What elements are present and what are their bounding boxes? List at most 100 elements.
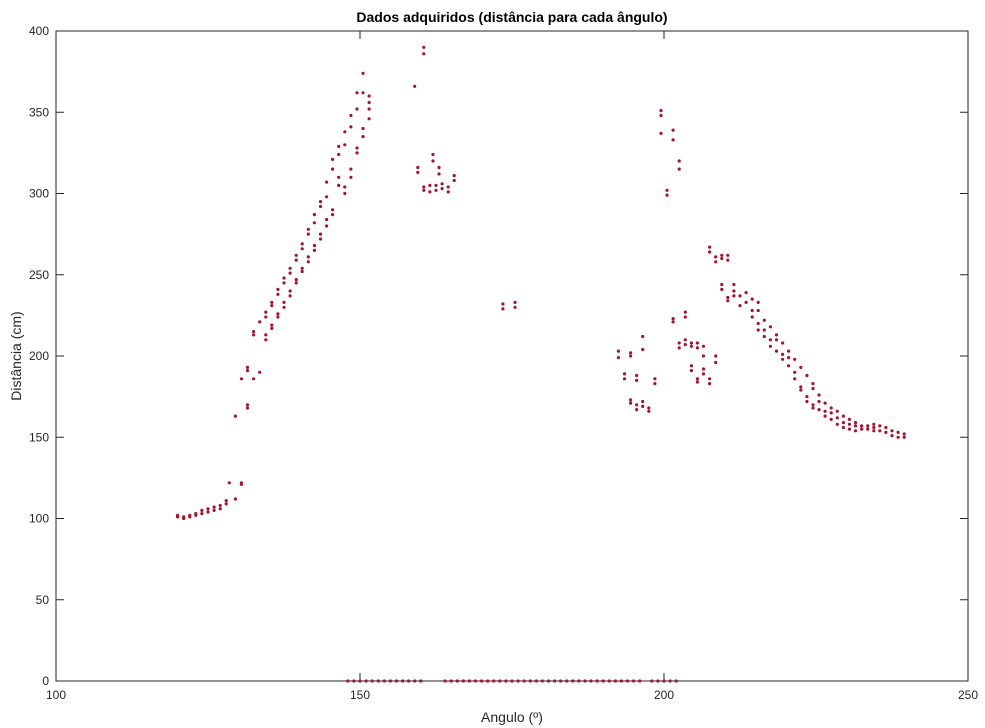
data-point	[683, 338, 687, 342]
data-point	[343, 143, 347, 147]
data-point	[872, 429, 876, 433]
data-point	[318, 237, 323, 241]
data-point	[671, 128, 675, 132]
data-point	[635, 403, 639, 407]
data-point	[619, 679, 624, 683]
data-point	[200, 511, 204, 516]
y-tick-label: 50	[36, 593, 50, 607]
data-point	[847, 427, 852, 431]
data-point	[504, 679, 508, 683]
data-point	[355, 107, 359, 111]
data-point	[331, 167, 335, 171]
data-point	[650, 679, 654, 683]
data-point	[452, 174, 456, 178]
data-point	[708, 382, 712, 386]
data-point	[805, 395, 809, 399]
data-point	[288, 289, 292, 293]
data-point	[522, 679, 526, 683]
axis-ticks	[55, 30, 969, 682]
data-point	[276, 292, 280, 296]
data-point	[294, 278, 298, 282]
data-point	[647, 406, 651, 410]
x-tick-label: 100	[46, 688, 66, 702]
data-point	[701, 372, 706, 376]
data-point	[811, 406, 815, 410]
data-point	[282, 300, 286, 304]
data-point	[671, 138, 675, 142]
data-point	[799, 385, 803, 389]
data-point	[413, 84, 417, 88]
data-point	[787, 349, 791, 353]
data-point	[762, 328, 766, 332]
data-point	[756, 321, 760, 326]
data-point	[206, 510, 210, 514]
data-point	[318, 200, 323, 204]
data-point	[902, 432, 906, 436]
data-point	[589, 679, 593, 683]
data-point	[294, 281, 298, 285]
data-point	[732, 282, 736, 287]
data-point	[349, 125, 353, 129]
data-point	[720, 253, 724, 257]
data-point	[768, 344, 773, 348]
data-point	[659, 109, 663, 113]
data-point	[860, 427, 864, 431]
data-point	[206, 507, 210, 511]
data-point	[853, 421, 858, 425]
data-point	[750, 297, 754, 301]
data-point	[376, 679, 380, 683]
data-point	[559, 679, 563, 683]
data-point	[625, 679, 630, 683]
data-point	[616, 349, 621, 353]
data-point	[407, 679, 411, 683]
data-point	[270, 323, 274, 327]
data-point	[829, 417, 833, 421]
data-point	[768, 325, 773, 329]
data-point	[689, 369, 694, 373]
data-point	[902, 435, 906, 439]
data-point	[695, 377, 700, 381]
data-point	[732, 289, 736, 293]
data-point	[726, 253, 730, 257]
data-point	[835, 416, 839, 420]
data-point	[683, 343, 687, 347]
data-point	[294, 253, 298, 257]
data-point	[346, 679, 350, 683]
data-point	[622, 377, 627, 381]
data-point	[695, 341, 700, 345]
data-point	[449, 679, 453, 683]
data-point	[762, 318, 766, 322]
data-point	[182, 515, 186, 519]
data-point	[841, 425, 846, 430]
data-point	[817, 399, 821, 404]
data-point	[793, 357, 797, 361]
data-point	[431, 159, 435, 163]
data-point	[288, 271, 292, 275]
data-point	[282, 305, 286, 309]
data-point	[653, 377, 657, 381]
data-point	[583, 679, 587, 683]
data-point	[701, 354, 706, 358]
data-point	[264, 310, 268, 314]
data-point	[452, 178, 456, 183]
data-point	[732, 294, 736, 298]
data-point	[571, 679, 575, 683]
data-point	[413, 679, 417, 683]
data-point	[282, 281, 286, 285]
data-point	[653, 382, 657, 386]
data-point	[659, 131, 663, 135]
data-point	[528, 679, 532, 683]
data-point	[793, 377, 797, 381]
data-point	[480, 679, 484, 683]
data-point	[276, 287, 280, 291]
data-point	[218, 507, 222, 511]
data-point	[750, 315, 754, 319]
data-point	[622, 372, 627, 376]
data-point	[233, 414, 237, 418]
data-point	[306, 227, 310, 231]
data-point	[361, 135, 365, 139]
data-point	[534, 679, 538, 683]
y-axis-label: Distância (cm)	[8, 311, 24, 400]
data-point	[629, 398, 633, 402]
data-point	[434, 188, 438, 192]
